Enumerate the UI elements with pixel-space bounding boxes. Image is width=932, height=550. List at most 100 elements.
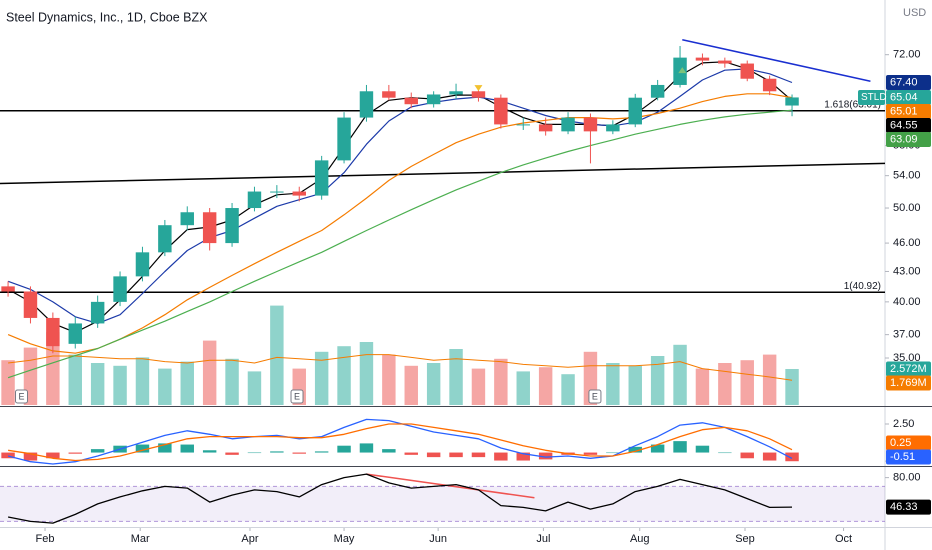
- candle-body: [494, 97, 508, 125]
- volume-ma: [8, 354, 793, 381]
- candle-body: [785, 97, 799, 106]
- candle-body: [583, 117, 598, 132]
- candle-body: [23, 291, 38, 318]
- candle-body: [628, 97, 642, 125]
- y-tick-label: 54.00: [893, 170, 921, 182]
- histogram-bar: [23, 452, 38, 461]
- volume-bar: [135, 357, 150, 405]
- price-label: -0.51: [890, 451, 915, 463]
- candle-body: [718, 60, 732, 64]
- histogram-bar: [180, 444, 194, 453]
- histogram-bar: [785, 452, 799, 462]
- histogram-bar: [404, 452, 418, 455]
- indicator-line: [7, 473, 793, 524]
- candle-body: [270, 191, 284, 193]
- price-label: 63.09: [890, 133, 918, 145]
- histogram-bar: [225, 452, 239, 455]
- histogram-bar: [449, 452, 463, 458]
- histogram-bar: [740, 452, 754, 459]
- x-tick-label: Sep: [735, 533, 755, 545]
- histogram-bar: [695, 445, 710, 453]
- histogram-bar: [247, 452, 262, 454]
- volume-bar: [606, 363, 620, 405]
- histogram-bar: [628, 446, 642, 453]
- y-tick-label: 37.00: [893, 329, 921, 341]
- histogram-bar: [46, 452, 60, 459]
- histogram-bar: [494, 452, 508, 461]
- trendline: [366, 473, 535, 499]
- volume-bar: [180, 361, 194, 405]
- x-tick-label: Mar: [131, 533, 150, 545]
- histogram-bar: [202, 450, 217, 453]
- histogram-bar: [1, 452, 15, 459]
- level-label: 1(40.92): [844, 281, 881, 292]
- volume-bar: [740, 360, 754, 405]
- volume-bar: [68, 354, 82, 405]
- price-label-box: [886, 499, 931, 515]
- y-tick-label: 43.00: [893, 265, 921, 277]
- histogram-bar: [382, 449, 396, 453]
- x-tick-label: Feb: [36, 533, 55, 545]
- volume-bar: [516, 371, 530, 405]
- price-label-box: [886, 449, 931, 465]
- candle-body: [225, 208, 239, 244]
- volume-bar: [314, 351, 329, 405]
- volume-bar: [225, 358, 239, 405]
- candle-body: [68, 323, 82, 344]
- histogram-bar: [314, 451, 329, 453]
- candle-body: [359, 91, 374, 118]
- price-label-box: [886, 117, 931, 133]
- price-label: 65.01: [890, 105, 918, 117]
- histogram-bar: [538, 452, 553, 460]
- candle-body: [135, 252, 150, 277]
- signal-marker: [474, 85, 483, 92]
- y-tick-label: 35.00: [893, 352, 921, 364]
- y-tick-label: 2.50: [893, 418, 914, 430]
- price-label: 46.33: [890, 501, 918, 513]
- histogram-bar: [337, 445, 351, 453]
- candle-body: [538, 124, 553, 132]
- y-tick-label: 46.00: [893, 237, 921, 249]
- candle-body: [516, 124, 530, 126]
- price-label: 67.40: [890, 76, 918, 88]
- histogram-bar: [650, 444, 665, 453]
- price-label: 1.769M: [890, 377, 927, 389]
- histogram-bar: [292, 452, 306, 454]
- histogram-bar: [673, 441, 687, 453]
- histogram-bar: [270, 451, 284, 453]
- candle-body: [695, 57, 710, 61]
- volume-bar: [718, 363, 732, 405]
- candle-body: [337, 117, 351, 161]
- candle-body: [180, 212, 194, 226]
- price-label: 2.572M: [890, 363, 927, 375]
- volume-bar: [785, 368, 799, 405]
- price-label: 65.04: [890, 91, 918, 103]
- price-label: 64.55: [890, 119, 918, 131]
- volume-bar: [1, 360, 15, 405]
- candle-body: [158, 225, 172, 253]
- x-tick-label: May: [334, 533, 355, 545]
- volume-bar: [359, 342, 374, 405]
- y-tick-label: 40.00: [893, 296, 921, 308]
- y-tick-label: 72.00: [893, 49, 921, 61]
- band: [0, 486, 885, 522]
- event-marker: [15, 389, 29, 404]
- event-marker: [588, 389, 602, 404]
- candle-body: [650, 84, 665, 98]
- volume-bar: [561, 374, 575, 405]
- candle-body: [247, 191, 262, 209]
- level-label: 1.618(63.01): [824, 99, 881, 110]
- volume-bar: [628, 365, 642, 405]
- chart-title: Steel Dynamics, Inc., 1D, Cboe BZX: [6, 10, 208, 24]
- candle-body: [382, 91, 396, 98]
- price-label-box: [886, 103, 931, 119]
- histogram-bar: [718, 452, 732, 454]
- candle-body: [561, 117, 575, 132]
- volume-bar: [247, 371, 262, 405]
- y-tick-label: 50.00: [893, 202, 921, 214]
- moving-average: [7, 68, 793, 324]
- x-tick-label: Apr: [241, 533, 258, 545]
- volume-bar: [113, 365, 127, 405]
